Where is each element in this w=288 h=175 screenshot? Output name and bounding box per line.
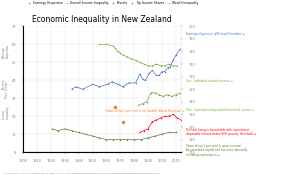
Title: Economic Inequality in New Zealand: Economic Inequality in New Zealand: [32, 15, 172, 24]
Text: Income
Inequality: Income Inequality: [1, 105, 10, 119]
Text: Share of top 1 per cent in gross income/
Accumulated capital and tax units natio: Share of top 1 per cent in gross income/…: [186, 144, 247, 157]
Text: Gini - Individual taxable income →: Gini - Individual taxable income →: [186, 79, 232, 83]
Text: Share of top 1 per cent in net wealth (Inland Revenue) →: Share of top 1 per cent in net wealth (I…: [106, 109, 185, 113]
Y-axis label: Per Cent: Per Cent: [5, 81, 9, 98]
Text: Gini - Equivalised disposable/household income →: Gini - Equivalised disposable/household …: [186, 108, 254, 113]
Text: Earnings dispersion (p90 to p10 median) →: Earnings dispersion (p90 to p10 median) …: [186, 32, 245, 36]
Text: A.B. Atkinson, J. Hasell, S. Morelli and M. Roser (2017) - The Chartbook of Econ: A.B. Atkinson, J. Hasell, S. Morelli and…: [3, 172, 160, 174]
Text: Earnings
Dispersion: Earnings Dispersion: [1, 44, 10, 58]
Legend: Earnings Dispersion, Overall Income Inequality, Poverty, Top Income Shares, Weal: Earnings Dispersion, Overall Income Ineq…: [24, 0, 200, 6]
Text: Per cent living in households with equivalised
disposable income below 60% pover: Per cent living in households with equiv…: [186, 128, 256, 136]
Text: Poverty: Poverty: [1, 79, 5, 89]
